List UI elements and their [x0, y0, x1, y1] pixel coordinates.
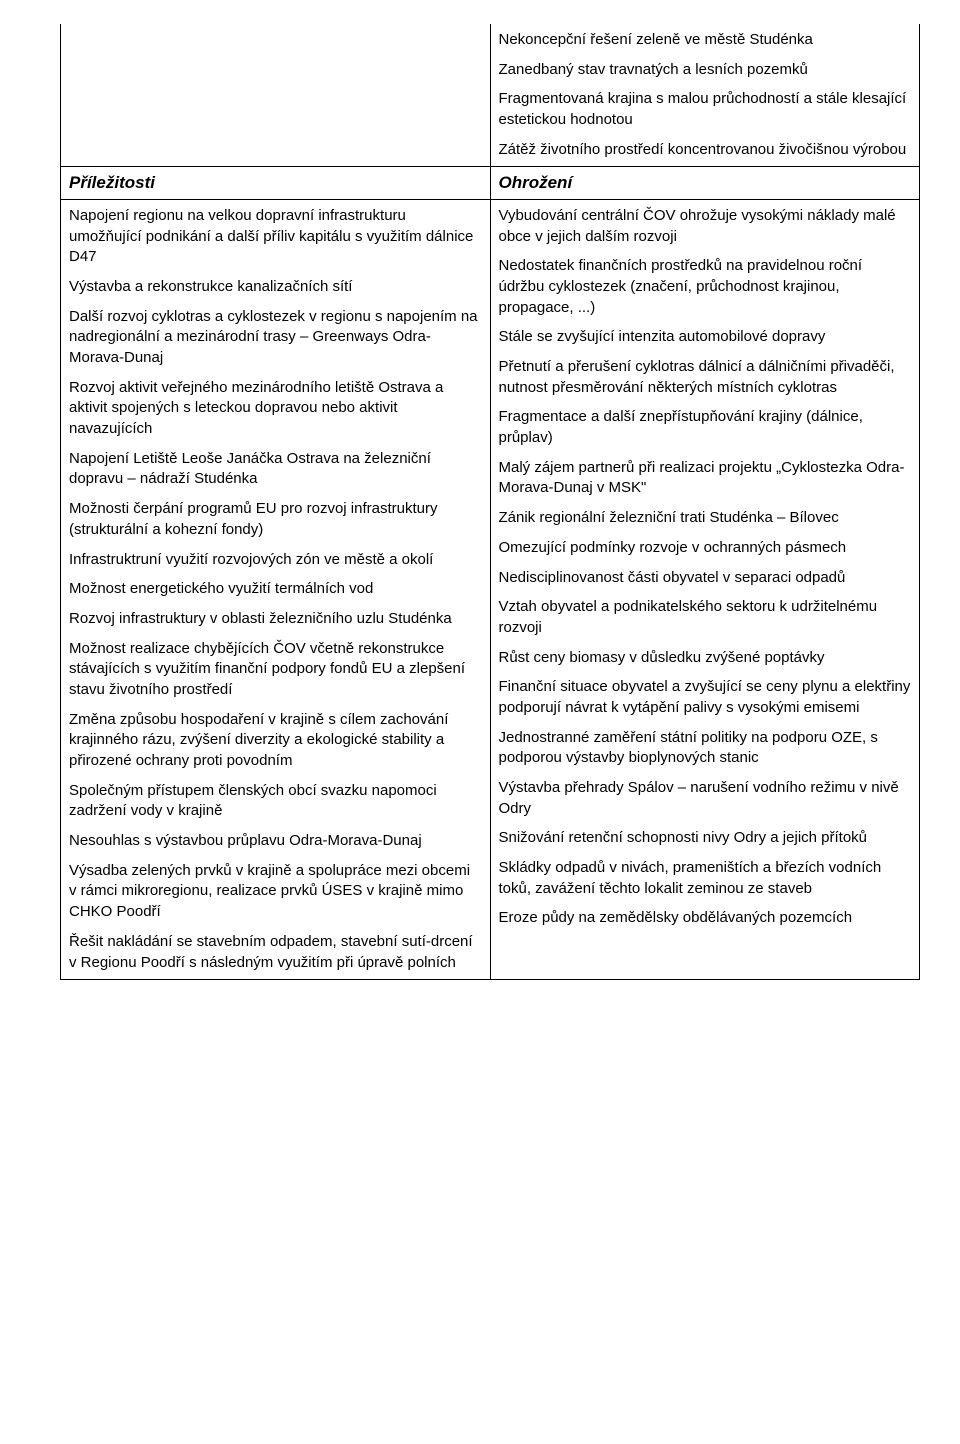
body-right-cell: Vybudování centrální ČOV ohrožuje vysoký… [490, 199, 920, 979]
list-item: Výsadba zelených prvků v krajině a spolu… [69, 861, 482, 923]
list-item: Eroze půdy na zemědělsky obdělávaných po… [499, 908, 912, 929]
top-right-cell: Nekoncepční řešení zeleně ve městě Studé… [490, 24, 920, 167]
list-item: Rozvoj infrastruktury v oblasti železnič… [69, 609, 482, 630]
top-left-cell [61, 24, 491, 167]
list-item: Nekoncepční řešení zeleně ve městě Studé… [499, 30, 912, 51]
list-item: Rozvoj aktivit veřejného mezinárodního l… [69, 378, 482, 440]
list-item: Infrastruktruní využití rozvojových zón … [69, 550, 482, 571]
list-item: Omezující podmínky rozvoje v ochranných … [499, 538, 912, 559]
list-item: Nedisciplinovanost části obyvatel v sepa… [499, 568, 912, 589]
list-item: Možnosti čerpání programů EU pro rozvoj … [69, 499, 482, 540]
list-item: Přetnutí a přerušení cyklotras dálnicí a… [499, 357, 912, 398]
list-item: Nedostatek finančních prostředků na prav… [499, 256, 912, 318]
body-left-cell: Napojení regionu na velkou dopravní infr… [61, 199, 491, 979]
header-left: Příležitosti [61, 167, 491, 199]
list-item: Společným přístupem členských obcí svazk… [69, 781, 482, 822]
list-item: Řešit nakládání se stavebním odpadem, st… [69, 932, 482, 973]
list-item: Vztah obyvatel a podnikatelského sektoru… [499, 597, 912, 638]
table-row: Příležitosti Ohrožení [61, 167, 920, 199]
list-item: Snižování retenční schopnosti nivy Odry … [499, 828, 912, 849]
list-item: Možnost realizace chybějících ČOV včetně… [69, 639, 482, 701]
list-item: Změna způsobu hospodaření v krajině s cí… [69, 710, 482, 772]
list-item: Skládky odpadů v nivách, prameništích a … [499, 858, 912, 899]
table-row: Nekoncepční řešení zeleně ve městě Studé… [61, 24, 920, 167]
table-row: Napojení regionu na velkou dopravní infr… [61, 199, 920, 979]
list-item: Růst ceny biomasy v důsledku zvýšené pop… [499, 648, 912, 669]
list-item: Zátěž životního prostředí koncentrovanou… [499, 140, 912, 161]
list-item: Výstavba a rekonstrukce kanalizačních sí… [69, 277, 482, 298]
list-item: Zánik regionální železniční trati Studén… [499, 508, 912, 529]
list-item: Finanční situace obyvatel a zvyšující se… [499, 677, 912, 718]
list-item: Nesouhlas s výstavbou průplavu Odra-Mora… [69, 831, 482, 852]
list-item: Napojení Letiště Leoše Janáčka Ostrava n… [69, 449, 482, 490]
list-item: Zanedbaný stav travnatých a lesních poze… [499, 60, 912, 81]
list-item: Další rozvoj cyklotras a cyklostezek v r… [69, 307, 482, 369]
list-item: Výstavba přehrady Spálov – narušení vodn… [499, 778, 912, 819]
list-item: Vybudování centrální ČOV ohrožuje vysoký… [499, 206, 912, 247]
list-item: Stále se zvyšující intenzita automobilov… [499, 327, 912, 348]
list-item: Fragmentovaná krajina s malou průchodnos… [499, 89, 912, 130]
list-item: Malý zájem partnerů při realizaci projek… [499, 458, 912, 499]
list-item: Napojení regionu na velkou dopravní infr… [69, 206, 482, 268]
list-item: Fragmentace a další znepřístupňování kra… [499, 407, 912, 448]
header-right: Ohrožení [490, 167, 920, 199]
list-item: Jednostranné zaměření státní politiky na… [499, 728, 912, 769]
list-item: Možnost energetického využití termálních… [69, 579, 482, 600]
swot-table: Nekoncepční řešení zeleně ve městě Studé… [60, 24, 920, 980]
